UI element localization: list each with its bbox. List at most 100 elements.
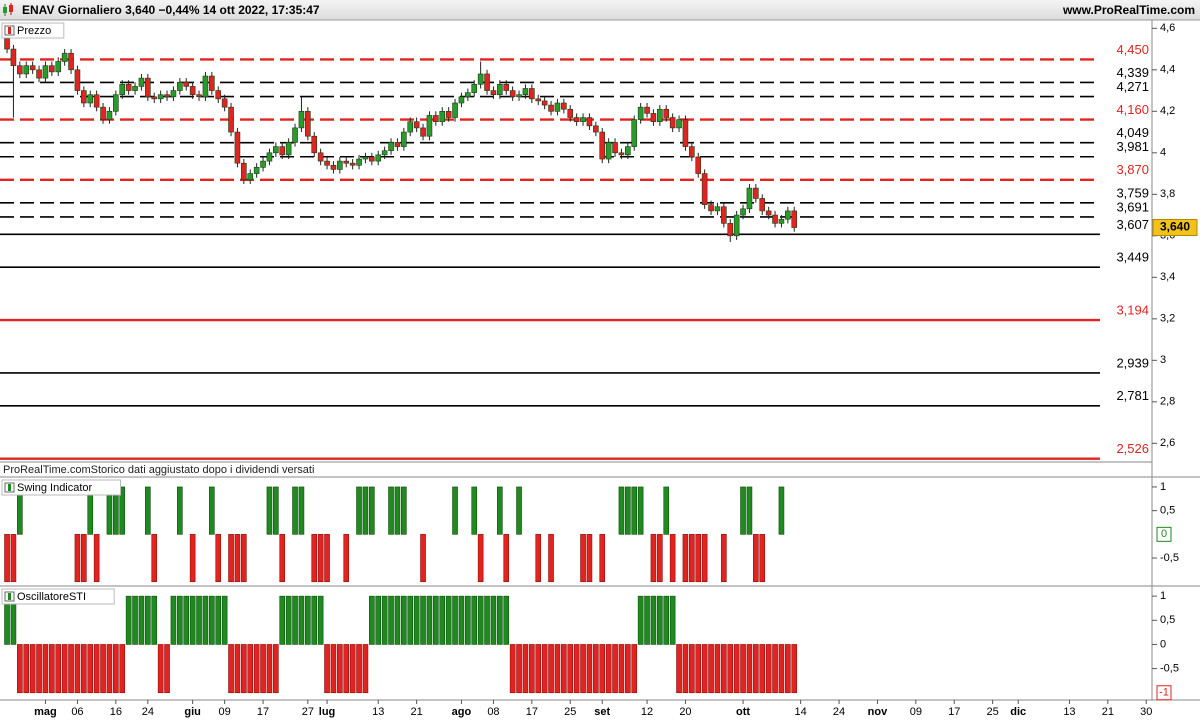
y-tick-label: 0	[1160, 638, 1166, 650]
candle-body	[631, 119, 638, 147]
indicator-bar	[273, 486, 279, 535]
panel-title: Prezzo	[17, 25, 51, 37]
indicator-bar	[349, 644, 356, 694]
candle-body	[132, 86, 138, 91]
candle-body	[10, 48, 17, 66]
indicator-bar	[753, 534, 759, 583]
candle-body	[561, 102, 567, 110]
indicator-bar	[618, 486, 625, 535]
indicator-bar	[567, 644, 574, 694]
indicator-bar	[599, 644, 606, 694]
level-label: 2,526	[1116, 441, 1149, 456]
indicator-bar	[228, 534, 234, 583]
indicator-bar	[221, 595, 228, 645]
data-note: ProRealTime.comStorico dati aggiustato d…	[3, 464, 314, 476]
indicator-bar	[625, 486, 631, 535]
candle-body	[55, 61, 62, 73]
indicator-bar	[375, 595, 382, 645]
candle-body	[260, 160, 266, 168]
x-tick-label: 13	[1063, 706, 1075, 718]
indicator-bar	[471, 595, 478, 645]
candle-body	[401, 131, 407, 147]
candle-body	[740, 208, 746, 216]
indicator-bar	[36, 644, 42, 694]
candle-body	[273, 146, 279, 154]
candle-body	[484, 73, 490, 91]
candle-body	[465, 92, 471, 98]
price-tag	[1152, 219, 1198, 237]
candle-body	[234, 131, 241, 164]
candle-body	[753, 187, 759, 199]
indicator-bar	[452, 486, 458, 535]
indicator-bar	[324, 644, 330, 694]
indicator-bar	[740, 644, 746, 694]
indicator-bar	[573, 644, 580, 694]
y-tick-label: 1	[1160, 481, 1166, 493]
x-tick-label: 25	[564, 706, 576, 718]
level-label: 4,450	[1116, 42, 1149, 57]
indicator-bar	[151, 595, 158, 645]
indicator-bar	[183, 595, 190, 645]
indicator-bar	[727, 644, 734, 694]
panel-icon	[4, 25, 15, 36]
indicator-bar	[612, 644, 618, 694]
indicator-bar	[215, 534, 222, 583]
candle-body	[721, 206, 727, 224]
candle-body	[573, 117, 580, 122]
indicator-bar	[516, 644, 522, 694]
panel-title: Swing Indicator	[17, 482, 93, 494]
candle-body	[708, 204, 714, 212]
indicator-bar	[343, 534, 350, 583]
indicator-bar	[791, 644, 798, 694]
candle-body	[554, 102, 561, 112]
indicator-bar	[10, 534, 17, 583]
header-site[interactable]: www.ProRealTime.com	[1062, 3, 1195, 17]
indicator-bar	[401, 486, 407, 535]
indicator-bar	[113, 644, 119, 694]
indicator-bar	[465, 595, 471, 645]
indicator-bar	[337, 644, 343, 694]
indicator-bar	[362, 644, 369, 694]
indicator-bar	[81, 644, 87, 694]
indicator-bar	[119, 644, 126, 694]
indicator-bar	[305, 595, 311, 645]
indicator-bar	[637, 486, 644, 535]
indicator-bar	[215, 595, 222, 645]
candle-body	[593, 125, 599, 133]
indicator-bar	[471, 486, 478, 535]
indicator-bar	[593, 644, 599, 694]
level-label: 4,049	[1116, 125, 1149, 140]
candle-body	[650, 113, 657, 122]
y-tick-label: -0,5	[1160, 552, 1179, 564]
x-tick-label: giu	[184, 706, 201, 718]
indicator-bar	[266, 486, 273, 535]
indicator-bar	[381, 595, 388, 645]
indicator-bar	[4, 534, 10, 583]
candle-body	[663, 108, 670, 118]
indicator-bar	[157, 644, 164, 694]
indicator-bar	[106, 644, 113, 694]
candle-body	[285, 142, 292, 156]
candle-body	[503, 84, 510, 91]
x-tick-label: ago	[452, 706, 472, 718]
indicator-bar	[682, 534, 689, 583]
indicator-bar	[317, 595, 324, 645]
candle-body	[375, 154, 382, 162]
y-tick-label: -0,5	[1160, 663, 1179, 675]
indicator-bar	[209, 595, 215, 645]
candle-body	[17, 65, 23, 75]
indicator-bar	[343, 644, 350, 694]
x-tick-label: 24	[142, 706, 154, 718]
x-tick-label: 16	[110, 706, 122, 718]
y-tick-label: 2,6	[1160, 437, 1175, 449]
indicator-bar	[535, 644, 542, 694]
indicator-bar	[644, 595, 650, 645]
candle-body	[100, 106, 106, 120]
indicator-bar	[413, 595, 420, 645]
indicator-bar	[292, 486, 298, 535]
candle-body	[733, 214, 740, 237]
indicator-bar	[689, 644, 695, 694]
candle-body	[145, 77, 151, 98]
indicator-bar	[324, 534, 330, 583]
